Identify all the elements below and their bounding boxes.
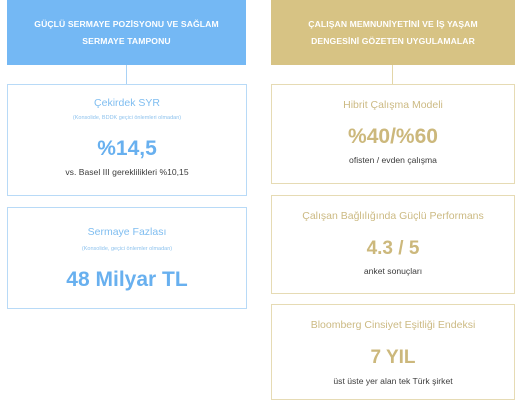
right-connector-line — [392, 65, 393, 84]
capital-surplus-title: Sermaye Fazlası — [87, 226, 167, 238]
capital-header-line1: GÜÇLÜ SERMAYE POZİSYONU VE SAĞLAM — [34, 18, 219, 29]
hybrid-work-subtitle: ofisten / evden çalışma — [349, 155, 437, 165]
capital-surplus-value: 48 Milyar TL — [66, 268, 188, 291]
hybrid-work-value: %40/%60 — [348, 125, 438, 148]
employee-header-line1: ÇALIŞAN MEMNUNİYETİNİ VE İŞ YAŞAM — [308, 18, 478, 29]
core-car-card: Çekirdek SYR (Konsolide, BDDK geçici önl… — [7, 84, 247, 196]
left-connector-line — [126, 65, 127, 84]
gender-equality-card: Bloomberg Cinsiyet Eşitliği Endeksi 7 YI… — [271, 304, 515, 400]
employee-satisfaction-header: ÇALIŞAN MEMNUNİYETİNİ VE İŞ YAŞAM DENGES… — [271, 0, 515, 65]
employee-header-line2: DENGESİNİ GÖZETEN UYGULAMALAR — [311, 35, 475, 46]
hybrid-work-title: Hibrit Çalışma Modeli — [343, 99, 443, 111]
core-car-title: Çekirdek SYR — [94, 97, 160, 109]
engagement-subtitle: anket sonuçları — [363, 266, 423, 276]
engagement-title: Çalışan Bağlılığında Güçlü Performans — [302, 210, 484, 222]
capital-header-line2: SERMAYE TAMPONU — [82, 35, 171, 46]
engagement-value: 4.3 / 5 — [366, 238, 420, 259]
hybrid-work-card: Hibrit Çalışma Modeli %40/%60 ofisten / … — [271, 84, 515, 184]
core-car-value: %14,5 — [97, 137, 157, 160]
core-car-subtitle: vs. Basel III gereklilikleri %10,15 — [65, 167, 189, 177]
capital-surplus-note: (Konsolide, geçici önlemler olmadan) — [81, 246, 173, 252]
gender-equality-title: Bloomberg Cinsiyet Eşitliği Endeksi — [310, 319, 476, 331]
gender-equality-subtitle: üst üste yer alan tek Türk şirket — [333, 376, 453, 386]
core-car-note: (Konsolide, BDDK geçici önlemleri olmada… — [72, 115, 182, 121]
gender-equality-value: 7 YIL — [370, 347, 416, 368]
engagement-card: Çalışan Bağlılığında Güçlü Performans 4.… — [271, 195, 515, 294]
capital-surplus-card: Sermaye Fazlası (Konsolide, geçici önlem… — [7, 207, 247, 309]
capital-position-header: GÜÇLÜ SERMAYE POZİSYONU VE SAĞLAM SERMAY… — [7, 0, 246, 65]
